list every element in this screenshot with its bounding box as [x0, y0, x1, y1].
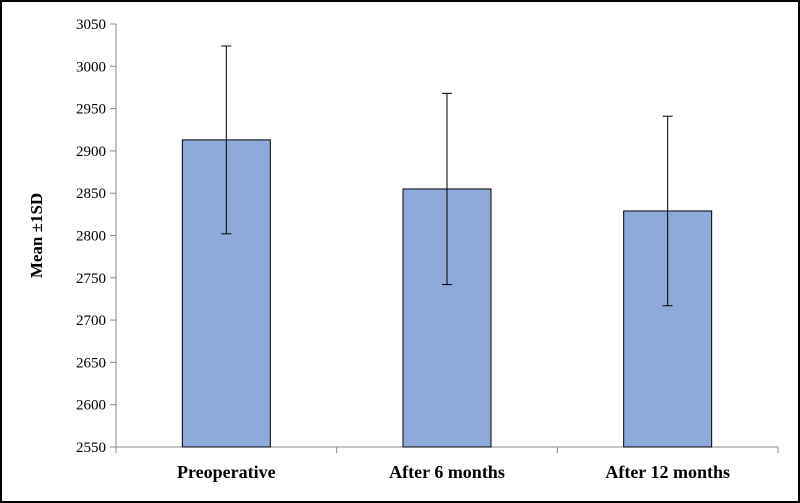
y-tick-label: 2900 — [76, 144, 106, 160]
x-category-label: Preoperative — [177, 462, 276, 482]
error-bars — [221, 45, 673, 307]
y-axis-title: Mean ±1SD — [27, 193, 46, 278]
y-tick-label: 3050 — [76, 17, 106, 33]
y-tick-label: 2700 — [76, 313, 106, 329]
y-tick-label: 2600 — [76, 398, 106, 414]
y-tick-label: 2800 — [76, 229, 106, 245]
y-tick-label: 2750 — [76, 271, 106, 287]
y-tick-label: 2650 — [76, 355, 106, 371]
y-tick-label: 2950 — [76, 102, 106, 118]
y-tick-label: 2850 — [76, 186, 106, 202]
x-category-label: After 12 months — [605, 462, 730, 482]
x-category-labels: Preoperative After 6 months After 12 month… — [177, 462, 730, 482]
x-category-label: After 6 months — [389, 462, 505, 482]
y-tick-labels: 2550 2600 2650 2700 2750 2800 2850 2900 2950 3000… — [76, 17, 106, 456]
y-tick-label: 3000 — [76, 59, 106, 75]
y-tick-label: 2550 — [76, 440, 106, 456]
